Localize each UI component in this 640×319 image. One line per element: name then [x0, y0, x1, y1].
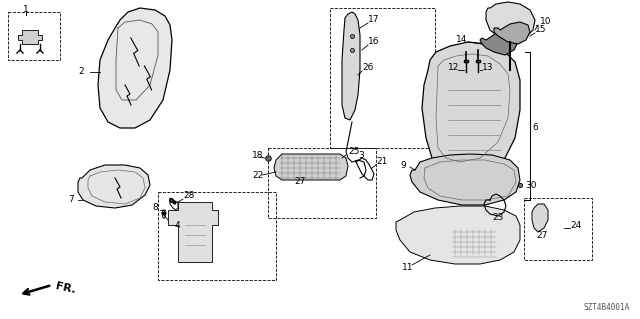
- Bar: [330, 8, 435, 148]
- Polygon shape: [78, 165, 150, 208]
- Text: 1: 1: [23, 4, 29, 13]
- Bar: [8, 12, 60, 60]
- Text: 8: 8: [152, 204, 157, 212]
- Text: 12: 12: [448, 63, 460, 72]
- Bar: [158, 192, 276, 280]
- Text: 3: 3: [358, 151, 364, 160]
- Polygon shape: [494, 22, 530, 44]
- Text: 13: 13: [482, 63, 493, 72]
- Text: 26: 26: [362, 63, 373, 72]
- Text: 28: 28: [183, 191, 195, 201]
- Polygon shape: [396, 206, 520, 264]
- Text: 15: 15: [535, 26, 547, 34]
- Text: 2: 2: [78, 68, 84, 77]
- Polygon shape: [274, 154, 348, 180]
- Text: 11: 11: [402, 263, 413, 272]
- Bar: [268, 148, 376, 218]
- Text: 10: 10: [540, 18, 552, 26]
- Text: 24: 24: [570, 220, 581, 229]
- Text: 9: 9: [400, 160, 406, 169]
- Text: 18: 18: [252, 151, 264, 160]
- Text: 17: 17: [368, 16, 380, 25]
- Polygon shape: [532, 204, 548, 232]
- Text: 27: 27: [536, 232, 547, 241]
- Text: 7: 7: [68, 196, 74, 204]
- Text: 25: 25: [348, 147, 360, 157]
- Text: 21: 21: [376, 158, 387, 167]
- Polygon shape: [18, 30, 42, 44]
- Polygon shape: [480, 32, 518, 55]
- Polygon shape: [486, 2, 535, 42]
- Text: 6: 6: [532, 123, 538, 132]
- Text: 27: 27: [294, 177, 305, 187]
- Bar: [524, 198, 592, 260]
- Text: 22: 22: [252, 170, 263, 180]
- Text: SZT4B4001A: SZT4B4001A: [584, 303, 630, 312]
- Polygon shape: [98, 8, 172, 128]
- Polygon shape: [422, 42, 520, 175]
- Polygon shape: [168, 202, 218, 262]
- Text: 16: 16: [368, 38, 380, 47]
- Polygon shape: [342, 12, 360, 120]
- Text: FR.: FR.: [55, 281, 77, 295]
- Text: 4: 4: [175, 220, 180, 229]
- Text: 30: 30: [525, 181, 536, 189]
- Text: 23: 23: [492, 213, 504, 222]
- Text: 14: 14: [456, 35, 467, 44]
- Polygon shape: [410, 154, 520, 205]
